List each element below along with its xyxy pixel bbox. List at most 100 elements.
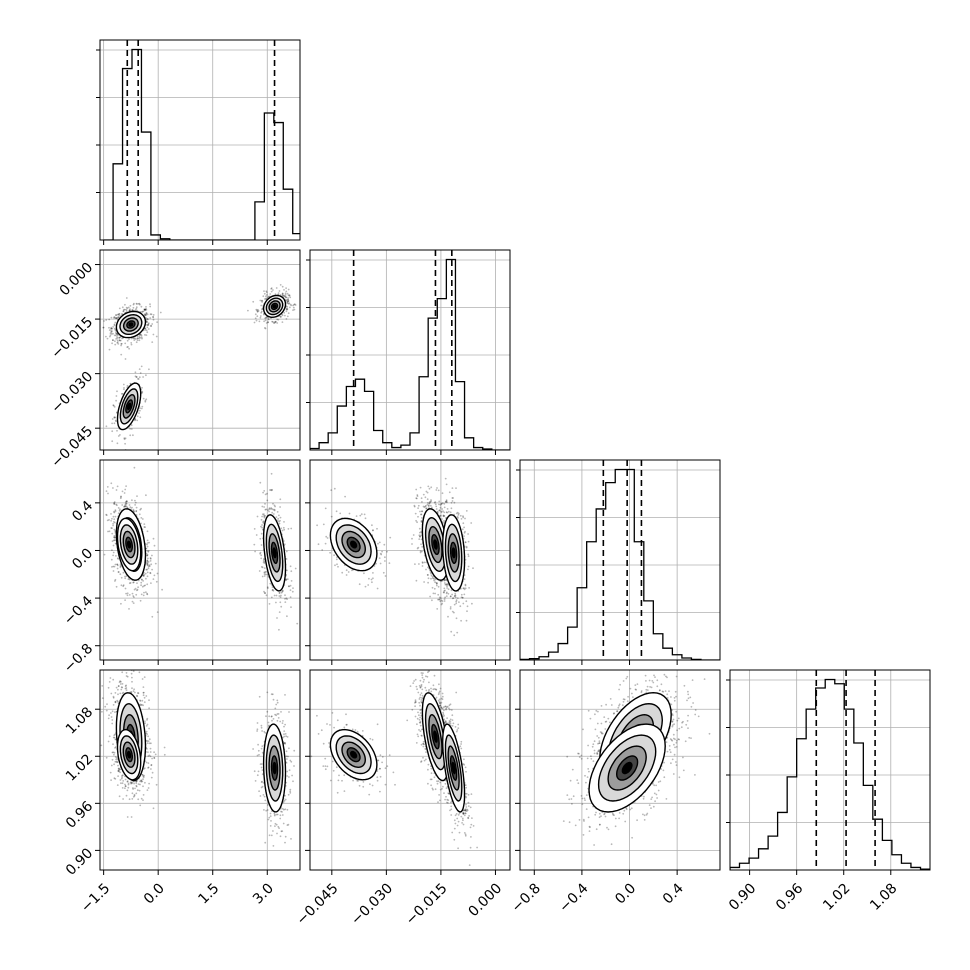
sample-point xyxy=(112,339,114,342)
sample-point xyxy=(111,532,114,535)
sample-point xyxy=(266,296,269,299)
sample-point xyxy=(259,552,261,555)
sample-point xyxy=(118,339,121,342)
sample-point xyxy=(125,308,128,311)
sample-point xyxy=(440,599,443,602)
sample-point xyxy=(114,340,116,343)
sample-point xyxy=(270,489,272,491)
sample-point xyxy=(434,578,437,581)
sample-point xyxy=(264,317,266,320)
sample-point xyxy=(285,296,287,299)
sample-point xyxy=(124,587,127,590)
sample-point xyxy=(465,619,468,622)
sample-point xyxy=(418,527,421,530)
sample-point xyxy=(426,574,429,576)
sample-point xyxy=(152,333,155,336)
sample-point xyxy=(259,551,262,554)
sample-point xyxy=(116,429,118,432)
sample-point xyxy=(112,332,114,335)
sample-point xyxy=(460,518,463,520)
sample-point xyxy=(133,688,136,691)
sample-point xyxy=(134,419,136,422)
sample-point xyxy=(151,323,154,325)
sample-point xyxy=(443,598,446,600)
sample-point xyxy=(145,591,147,594)
sample-point xyxy=(445,500,448,503)
sample-point xyxy=(135,780,138,783)
sample-point xyxy=(437,593,440,596)
sample-point xyxy=(128,309,131,312)
sample-point xyxy=(436,582,438,585)
sample-point xyxy=(416,521,418,524)
sample-point xyxy=(111,527,113,529)
sample-point xyxy=(110,316,113,319)
sample-point xyxy=(289,596,292,598)
sample-point xyxy=(272,502,274,505)
sample-point xyxy=(265,508,268,511)
sample-point xyxy=(376,587,379,590)
sample-point xyxy=(148,742,151,745)
sample-point xyxy=(427,505,430,507)
sample-point xyxy=(445,583,448,586)
panel-2-0: −0.8−0.40.00.4 xyxy=(61,459,301,676)
sample-point xyxy=(452,497,454,499)
sample-point xyxy=(136,339,139,342)
sample-point xyxy=(430,574,433,577)
sample-point xyxy=(413,505,416,508)
sample-point xyxy=(136,335,139,338)
sample-point xyxy=(267,318,270,320)
sample-point xyxy=(270,472,273,475)
sample-point xyxy=(271,320,273,323)
sample-point xyxy=(347,571,350,573)
sample-point xyxy=(272,513,275,515)
sample-point xyxy=(118,337,121,339)
sample-point xyxy=(115,332,118,335)
sample-point xyxy=(138,336,141,338)
sample-point xyxy=(124,504,126,507)
sample-point xyxy=(125,310,128,312)
sample-point xyxy=(110,527,113,529)
sample-point xyxy=(438,598,441,601)
sample-point xyxy=(421,550,423,553)
sample-point xyxy=(126,500,128,503)
sample-point xyxy=(263,573,266,575)
sample-point xyxy=(126,384,129,387)
sample-point xyxy=(265,317,267,319)
sample-point xyxy=(437,598,439,601)
sample-point xyxy=(127,306,130,309)
sample-point xyxy=(126,506,128,509)
sample-point xyxy=(285,558,288,560)
sample-point xyxy=(145,398,148,401)
sample-point xyxy=(275,601,277,604)
sample-point xyxy=(141,310,144,313)
sample-point xyxy=(277,292,280,294)
sample-point xyxy=(450,507,453,510)
sample-point xyxy=(117,558,120,560)
sample-point xyxy=(111,422,113,425)
sample-point xyxy=(141,578,143,581)
sample-point xyxy=(440,514,442,517)
sample-point xyxy=(428,487,431,490)
sample-point xyxy=(285,550,288,553)
sample-point xyxy=(141,391,144,394)
sample-point xyxy=(115,555,117,557)
sample-point xyxy=(112,524,114,527)
sample-point xyxy=(110,327,112,330)
sample-point xyxy=(438,503,440,506)
sample-point xyxy=(289,306,291,309)
sample-point xyxy=(144,399,147,402)
sample-point xyxy=(114,563,117,566)
sample-point xyxy=(149,557,152,559)
sample-point xyxy=(429,501,432,503)
sample-point xyxy=(256,310,259,313)
sample-point xyxy=(121,306,124,309)
sample-point xyxy=(430,572,432,575)
sample-point xyxy=(137,586,140,589)
sample-point xyxy=(449,595,452,598)
sample-point xyxy=(117,571,120,573)
sample-point xyxy=(131,506,133,509)
sample-point xyxy=(147,318,149,321)
sample-point xyxy=(421,501,423,503)
sample-point xyxy=(108,348,111,351)
sample-point xyxy=(466,610,468,613)
